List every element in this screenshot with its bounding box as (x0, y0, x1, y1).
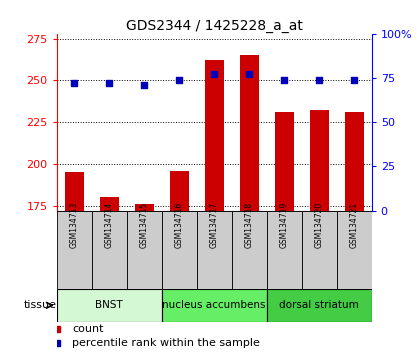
Bar (127, 211, 162, 289)
Bar (162, 211, 197, 289)
Text: GSM134715: GSM134715 (140, 202, 149, 248)
Text: GSM134718: GSM134718 (245, 202, 254, 248)
Point (71, 80, 78, 86)
Bar (267, 289, 372, 322)
Text: GSM134719: GSM134719 (280, 202, 289, 248)
Text: tissue: tissue (24, 300, 57, 310)
Text: GSM134720: GSM134720 (315, 202, 324, 248)
Bar (205, 60, 224, 211)
Text: nucleus accumbens: nucleus accumbens (163, 300, 266, 310)
Bar (344, 112, 364, 211)
Text: GSM134721: GSM134721 (350, 202, 359, 248)
Bar (65, 172, 84, 211)
Point (281, 77, 288, 82)
Bar (162, 289, 267, 322)
Text: GSM134716: GSM134716 (175, 202, 184, 248)
Text: percentile rank within the sample: percentile rank within the sample (73, 338, 260, 348)
Bar (302, 211, 337, 289)
Bar (100, 197, 119, 211)
Text: BNST: BNST (95, 300, 123, 310)
Bar (170, 171, 189, 211)
Text: count: count (73, 324, 104, 334)
Text: GSM134713: GSM134713 (70, 202, 79, 248)
Bar (337, 211, 372, 289)
Text: GSM134717: GSM134717 (210, 202, 219, 248)
Point (351, 77, 357, 82)
Bar (57, 211, 92, 289)
Bar (275, 112, 294, 211)
Bar (134, 204, 154, 211)
Bar (197, 211, 232, 289)
Point (211, 72, 218, 77)
Title: GDS2344 / 1425228_a_at: GDS2344 / 1425228_a_at (126, 19, 303, 33)
Bar (239, 55, 259, 211)
Text: dorsal striatum: dorsal striatum (279, 300, 359, 310)
Bar (92, 211, 127, 289)
Point (316, 77, 323, 82)
Bar (267, 211, 302, 289)
Point (141, 82, 147, 88)
Bar (310, 110, 329, 211)
Point (176, 77, 183, 82)
Point (246, 72, 252, 77)
Bar (57, 289, 162, 322)
Point (106, 80, 113, 86)
Bar (232, 211, 267, 289)
Text: GSM134714: GSM134714 (105, 202, 114, 248)
